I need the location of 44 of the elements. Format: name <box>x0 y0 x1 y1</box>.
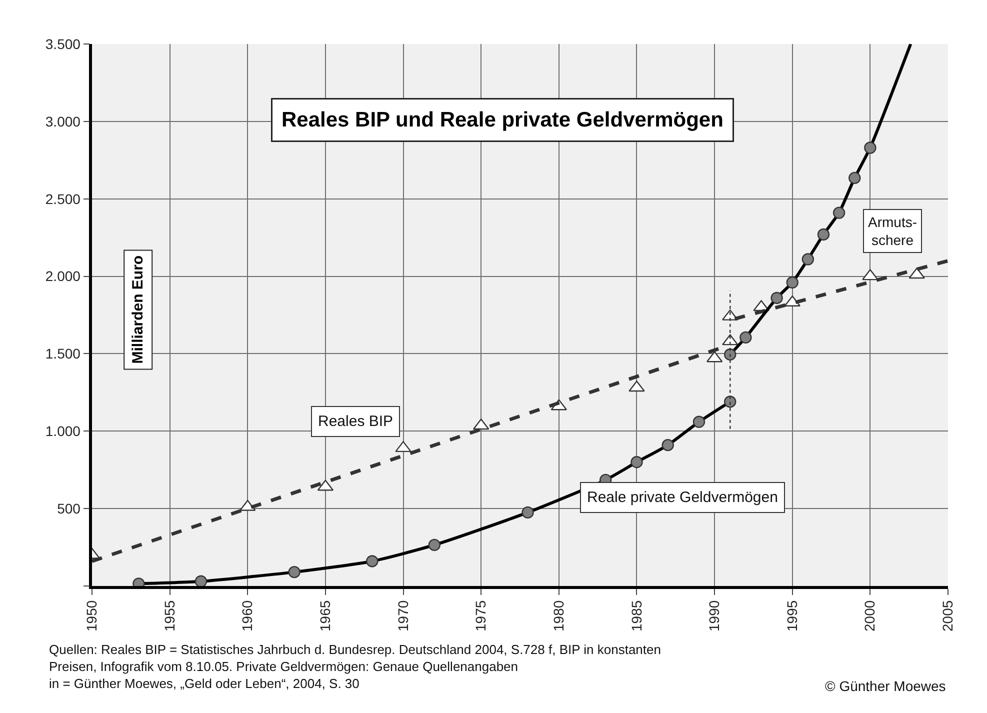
text: © Günther Moewes <box>825 678 946 694</box>
annotation: Armuts- schere <box>868 214 918 248</box>
y-tick-label: 500 <box>57 500 81 516</box>
source-note: Quellen: Reales BIP = Statistisches Jahrbuch d. Bundesrep. Deutschland 2004, S.728 f, BIP in konstanten Preisen, Infografik vom 8.10.05. Private Geldvermögen: Genaue Quellenangaben in = Günther Moewes, „Geld oder Leben“, 2004, S. 30 <box>49 642 661 691</box>
x-tick-label: 1990 <box>706 600 722 632</box>
x-tick-label: 1950 <box>84 600 100 632</box>
x-tick-label: 1960 <box>239 600 256 632</box>
x-tick-label: 1955 <box>161 600 178 632</box>
x-tick-label: 1970 <box>394 600 411 632</box>
y-tick-label: 1.000 <box>45 423 81 440</box>
point <box>194 575 208 586</box>
point <box>832 206 846 219</box>
point <box>864 142 876 154</box>
point <box>817 228 830 241</box>
point <box>740 331 752 344</box>
point <box>366 555 378 568</box>
y-tick-label: 1.500 <box>45 346 81 362</box>
y-tick-label: 2.500 <box>45 190 81 207</box>
point <box>724 396 736 408</box>
y-tick-label: 2.000 <box>45 268 81 284</box>
x-tick-label: 1965 <box>317 600 333 632</box>
x-tick-label: 1995 <box>784 600 800 632</box>
point <box>630 456 643 468</box>
point <box>770 292 783 304</box>
x-tick-label: 2000 <box>862 600 878 632</box>
point <box>848 172 861 184</box>
text: Reales BIP und Reale private Geldvermögen <box>282 108 724 132</box>
x-tick-label: 1985 <box>628 600 644 632</box>
point <box>428 538 440 552</box>
series-label: Reales BIP <box>318 413 394 430</box>
point <box>724 348 736 361</box>
series-label: Reale private Geldvermögen <box>587 489 778 506</box>
point <box>288 566 300 578</box>
x-tick-label: 1980 <box>550 600 566 632</box>
point <box>692 416 706 428</box>
y-tick-label: 3.000 <box>45 113 81 130</box>
point <box>522 506 534 519</box>
x-tick-label: 1975 <box>472 600 489 632</box>
y-axis-title: Milliarden Euro <box>130 255 147 364</box>
point <box>786 276 798 289</box>
x-tick-label: 2005 <box>940 600 956 632</box>
point <box>802 253 814 266</box>
point <box>662 438 674 452</box>
y-tick-label: 3.500 <box>45 36 81 52</box>
